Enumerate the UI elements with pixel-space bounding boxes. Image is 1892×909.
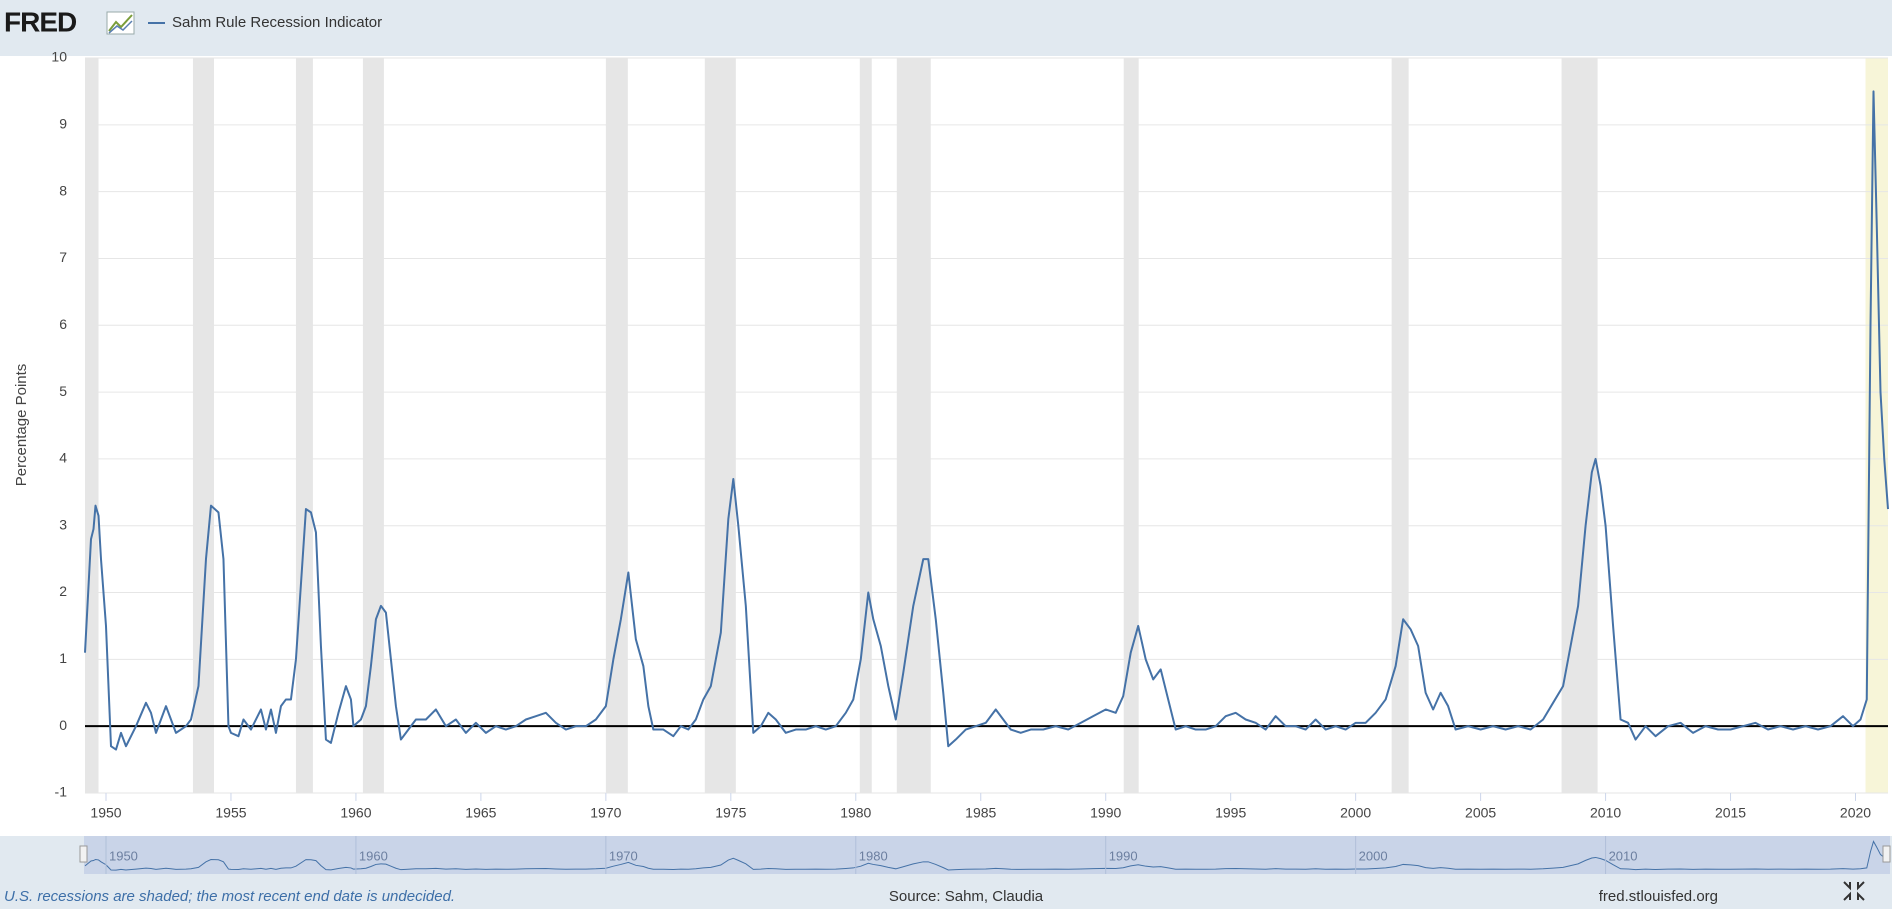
- x-tick-label: 1970: [590, 805, 621, 821]
- y-tick-label: 2: [59, 583, 67, 599]
- navigator-label: 1970: [609, 848, 638, 863]
- navigator: [84, 836, 1890, 874]
- y-tick-label: 5: [59, 383, 67, 399]
- recession-band: [1391, 58, 1409, 793]
- navigator-label: 1950: [109, 848, 138, 863]
- x-tick-label: 1995: [1215, 805, 1246, 821]
- y-axis-title: Percentage Points: [13, 364, 30, 487]
- recession-band: [362, 58, 384, 793]
- navigator-handle[interactable]: [1882, 845, 1891, 863]
- y-tick-label: 1: [59, 650, 67, 666]
- navigator-label: 2010: [1609, 848, 1638, 863]
- note: U.S. recessions are shaded; the most rec…: [4, 888, 455, 905]
- y-tick-label: 10: [51, 49, 67, 65]
- recession-band: [896, 58, 931, 793]
- y-tick-label: 3: [59, 516, 67, 532]
- x-tick-label: 1965: [465, 805, 496, 821]
- x-tick-label: 1980: [840, 805, 871, 821]
- y-tick-label: 4: [59, 450, 67, 466]
- logo: FRED: [4, 6, 77, 37]
- recession-band: [1561, 58, 1598, 793]
- series-line: [84, 90, 1889, 751]
- x-tick-label: 1960: [340, 805, 371, 821]
- y-tick-label: 6: [59, 316, 67, 332]
- y-tick-label: 0: [59, 717, 67, 733]
- x-tick-label: 2015: [1715, 805, 1746, 821]
- navigator-handle[interactable]: [79, 845, 88, 863]
- y-tick-label: -1: [55, 784, 68, 800]
- source: Source: Sahm, Claudia: [889, 888, 1044, 905]
- x-tick-label: 2000: [1340, 805, 1371, 821]
- logo-icon: [106, 11, 135, 35]
- navigator-label: 2000: [1359, 848, 1388, 863]
- y-tick-label: 7: [59, 249, 67, 265]
- legend-label: Sahm Rule Recession Indicator: [172, 14, 382, 31]
- recession-band: [704, 58, 736, 793]
- recession-band: [1123, 58, 1139, 793]
- y-tick-label: 9: [59, 116, 67, 132]
- fullscreen-icon[interactable]: [1843, 881, 1865, 901]
- navigator-label: 1960: [359, 848, 388, 863]
- recession-band: [85, 58, 99, 793]
- navigator-line: [84, 840, 1889, 871]
- x-tick-label: 2005: [1465, 805, 1496, 821]
- x-tick-label: 1990: [1090, 805, 1121, 821]
- x-tick-label: 1955: [215, 805, 246, 821]
- recession-band: [295, 58, 313, 793]
- navigator-label: 1980: [859, 848, 888, 863]
- x-tick-label: 1975: [715, 805, 746, 821]
- y-tick-label: 8: [59, 182, 67, 198]
- x-tick-label: 2010: [1590, 805, 1621, 821]
- recession-band: [859, 58, 872, 793]
- x-tick-label: 1950: [90, 805, 121, 821]
- x-tick-label: 2020: [1840, 805, 1871, 821]
- site: fred.stlouisfed.org: [1599, 888, 1718, 905]
- navigator-label: 1990: [1109, 848, 1138, 863]
- x-tick-label: 1985: [965, 805, 996, 821]
- recession-band: [192, 58, 214, 793]
